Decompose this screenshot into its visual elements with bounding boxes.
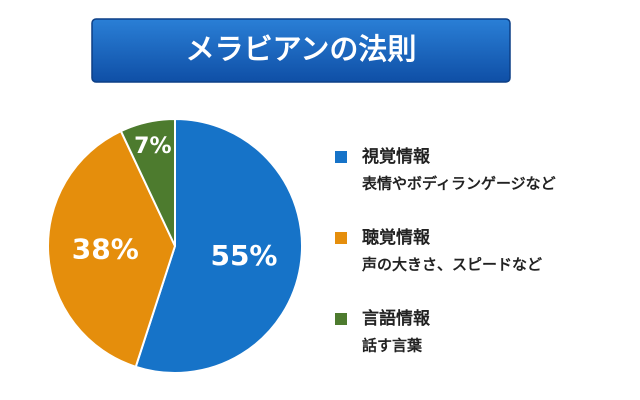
pie-slice <box>47 129 177 369</box>
legend-swatch <box>335 313 347 325</box>
value-label: 7% <box>134 134 171 159</box>
legend-swatch <box>335 232 347 244</box>
legend-label: 言語情報 <box>362 308 431 329</box>
legend-description: 声の大きさ、スピードなど <box>361 256 542 274</box>
pie-slice <box>119 117 176 247</box>
legend-swatch <box>335 151 347 163</box>
legend-description: 表情やボディランゲージなど <box>362 175 556 193</box>
legend-description: 話す言葉 <box>362 337 423 355</box>
chart-title: メラビアンの法則 <box>186 32 417 66</box>
legend-label: 視覚情報 <box>361 146 431 167</box>
title-box <box>91 18 511 83</box>
pie-slice <box>134 117 303 374</box>
value-label: 55% <box>210 239 277 272</box>
legend-label: 聴覚情報 <box>362 227 431 248</box>
value-label: 38% <box>72 232 139 265</box>
